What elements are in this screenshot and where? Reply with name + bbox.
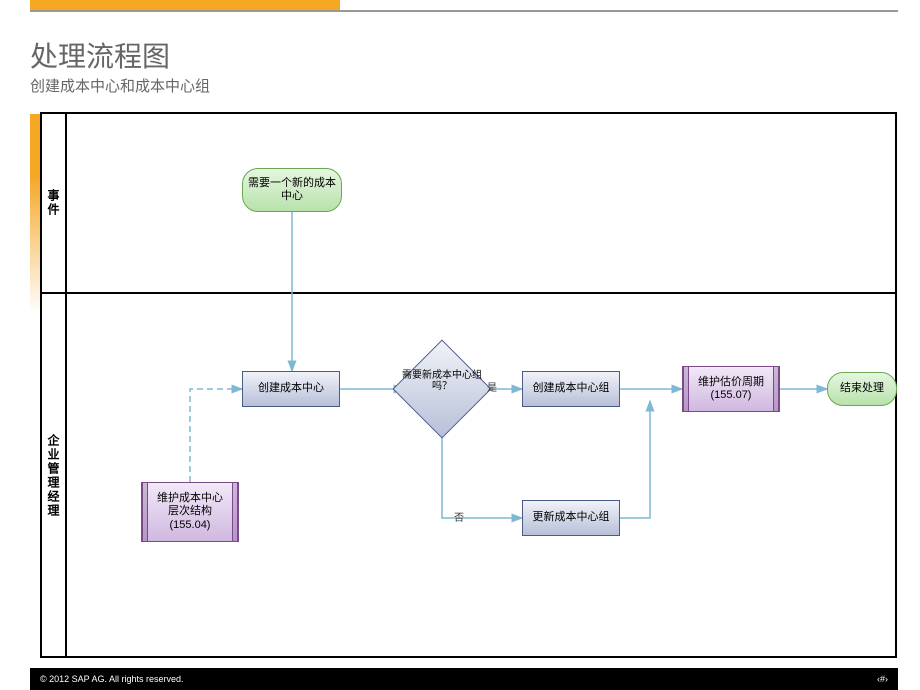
left-accent-gradient: [30, 114, 40, 314]
lane-label: 事件: [45, 189, 62, 217]
node-update-group: 更新成本中心组: [522, 500, 620, 536]
edge-label-no: 否: [454, 509, 464, 524]
footer-copyright: © 2012 SAP AG. All rights reserved.: [40, 674, 184, 684]
node-label: 更新成本中心组: [533, 511, 610, 524]
top-divider-line: [30, 10, 898, 12]
page-subtitle: 创建成本中心和成本中心组: [30, 75, 210, 96]
node-label: 维护成本中心层次结构 (155.04): [146, 492, 234, 532]
footer-page-indicator: ‹#›: [877, 674, 888, 684]
node-label: 结束处理: [840, 382, 884, 395]
node-create-cc: 创建成本中心: [242, 371, 340, 407]
lane-header-events: 事件: [42, 114, 67, 292]
node-label: 创建成本中心组: [533, 382, 610, 395]
page-title: 处理流程图: [30, 35, 170, 75]
node-decision: [393, 340, 492, 439]
edge-label-yes: 是: [487, 379, 497, 394]
lane-header-manager: 企业管理经理: [42, 292, 67, 658]
swimlane-container: 事件 企业管理经理 需要一个新的成本中心 维护成本中心层次结构 (155.04)…: [40, 112, 897, 658]
node-valuation: 维护估价周期 (155.07): [682, 366, 780, 412]
footer-bar: © 2012 SAP AG. All rights reserved. ‹#›: [30, 668, 898, 690]
node-start: 需要一个新的成本中心: [242, 168, 342, 212]
node-label: 维护估价周期 (155.07): [687, 376, 775, 402]
node-label: 需要一个新的成本中心: [247, 177, 337, 203]
node-hierarchy: 维护成本中心层次结构 (155.04): [141, 482, 239, 542]
node-label: 创建成本中心: [258, 382, 324, 395]
diagram-area: 需要一个新的成本中心 维护成本中心层次结构 (155.04) 创建成本中心 需要…: [67, 114, 895, 656]
lane-label: 企业管理经理: [45, 434, 62, 518]
node-end: 结束处理: [827, 372, 897, 406]
node-create-group: 创建成本中心组: [522, 371, 620, 407]
